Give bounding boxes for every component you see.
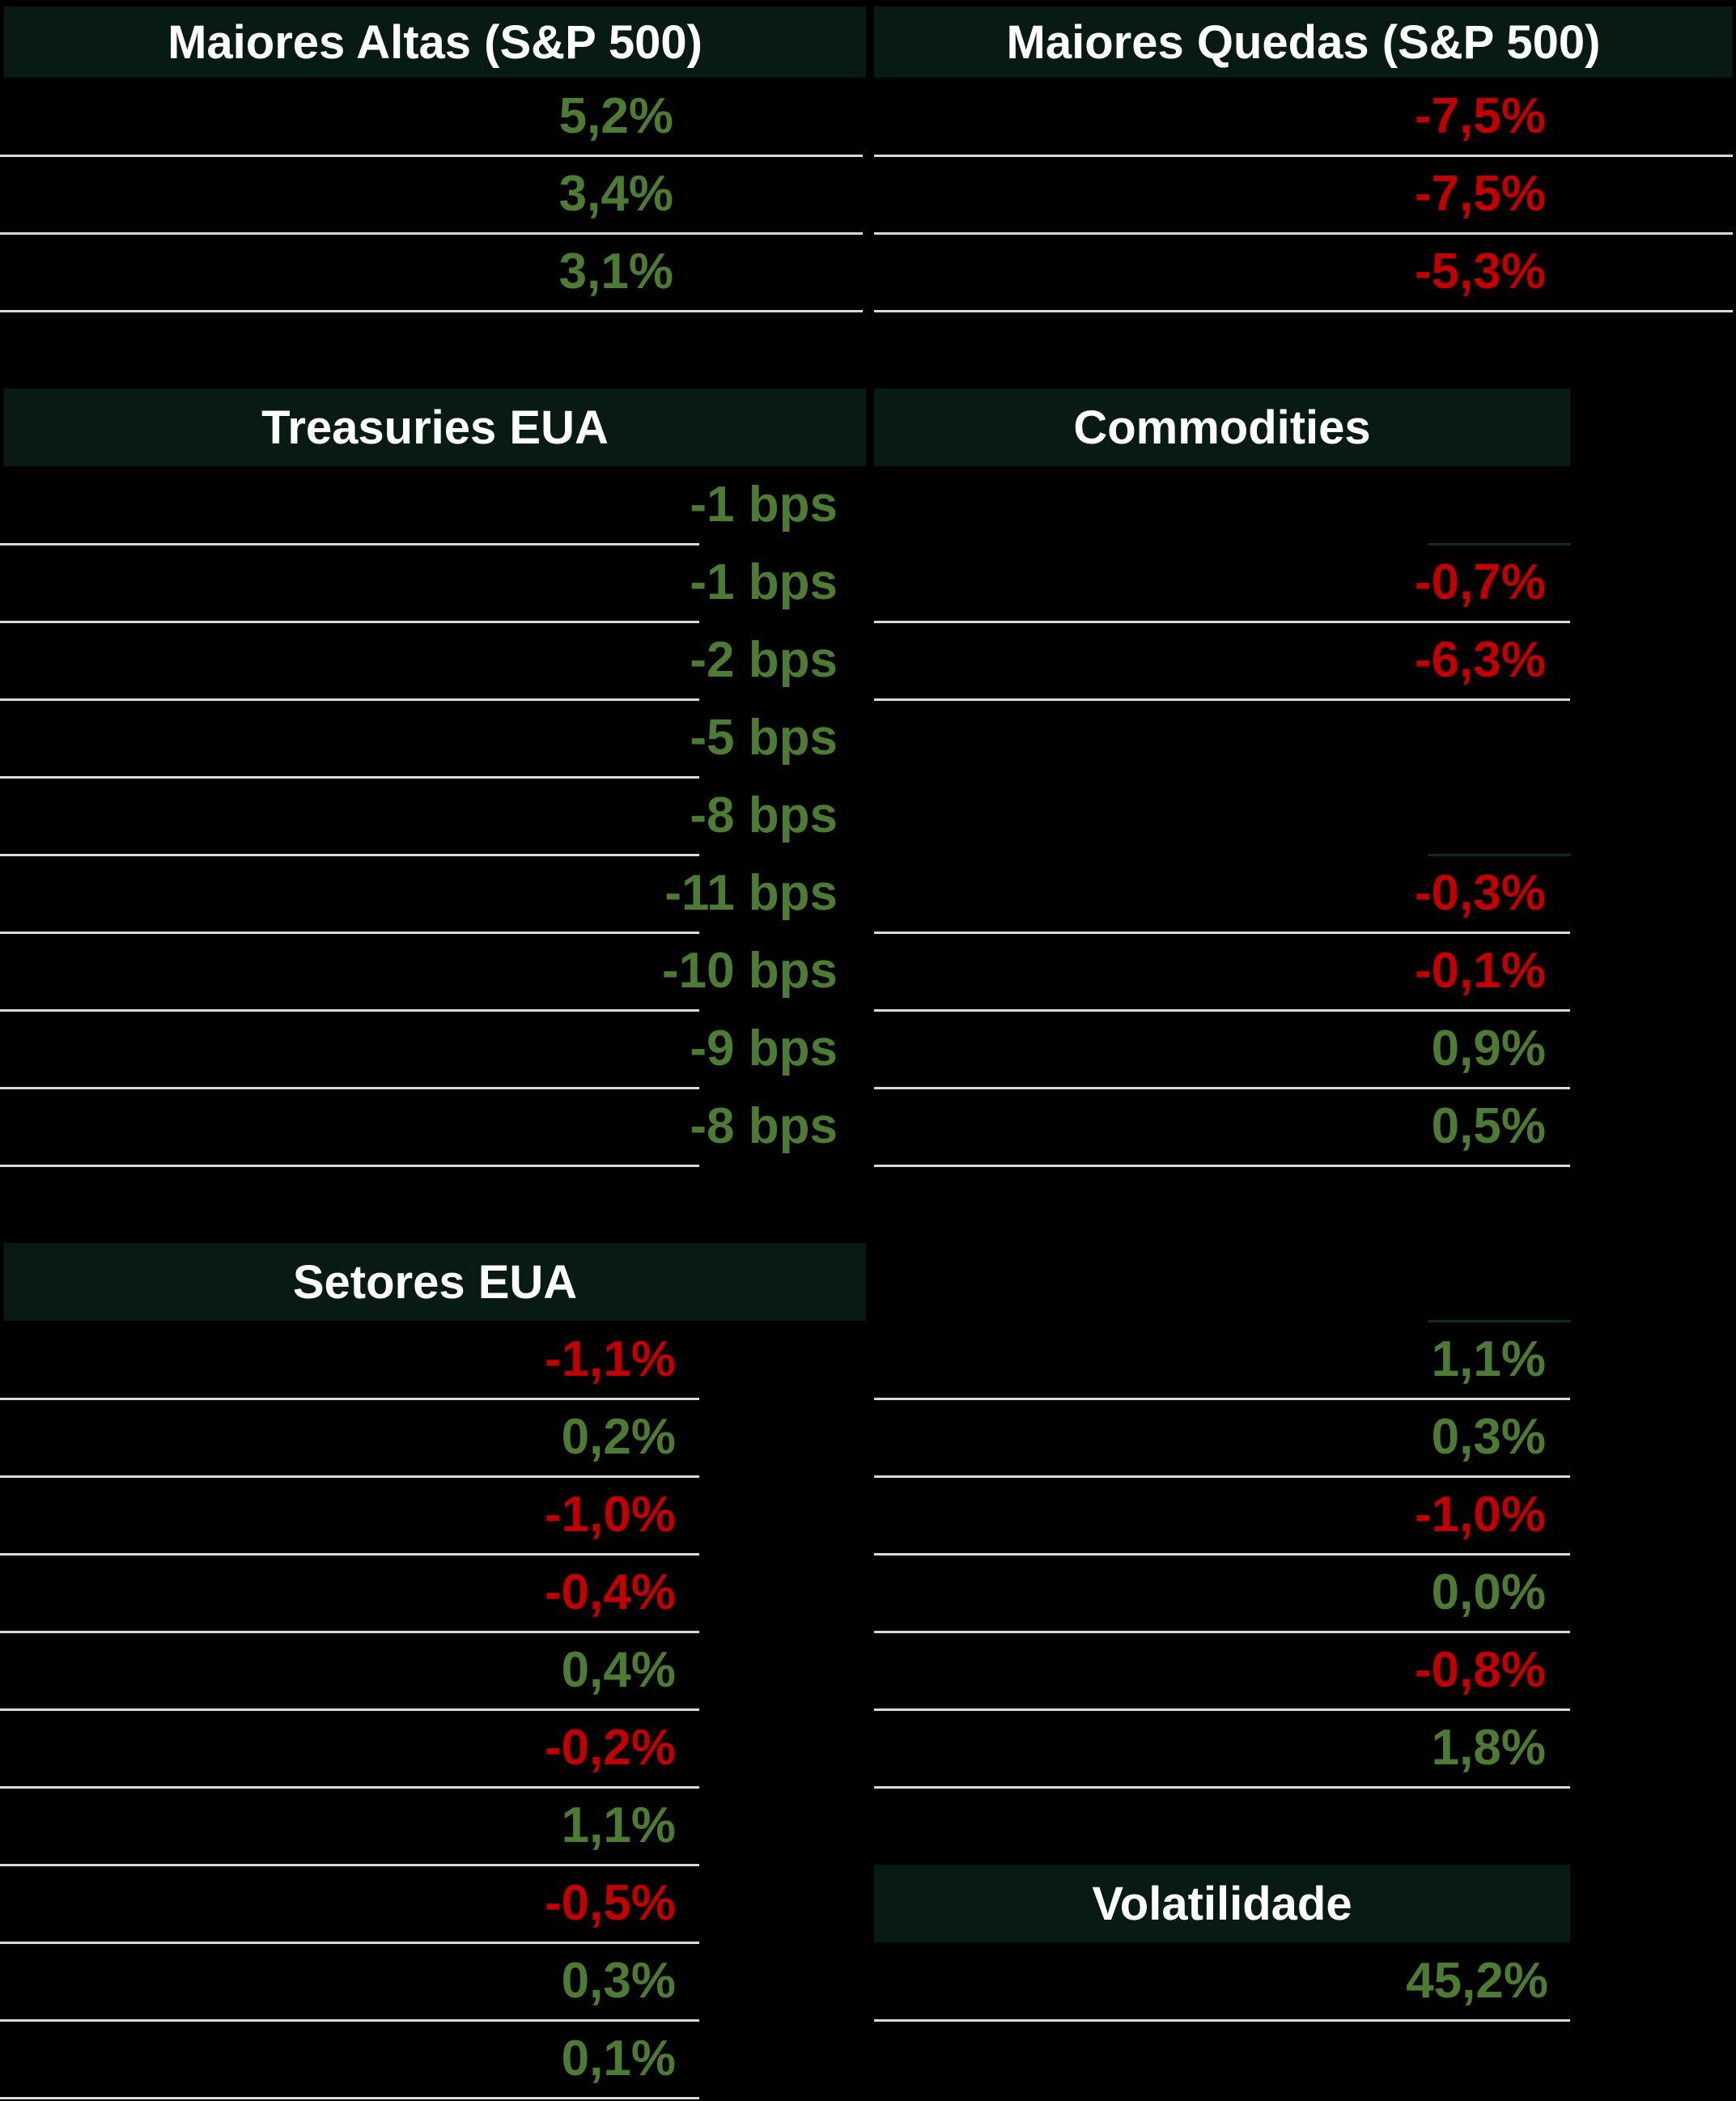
table-cell-value: 0,9% xyxy=(1431,1021,1546,1076)
row-separator-line xyxy=(0,1398,699,1400)
row-separator-line xyxy=(0,1087,699,1089)
row-separator-line xyxy=(0,621,699,623)
row-separator-line xyxy=(0,543,699,545)
row-separator-line xyxy=(0,1942,699,1944)
table-cell-value: -0,4% xyxy=(545,1564,676,1620)
row-separator-line xyxy=(0,2019,699,2022)
table-cell-value: 1,1% xyxy=(561,1798,676,1853)
row-separator-line xyxy=(0,698,699,701)
row-separator-line xyxy=(0,1786,699,1789)
table-cell-value xyxy=(874,466,1546,544)
row-separator-line xyxy=(874,1786,1570,1789)
table-cell-value: 0,0% xyxy=(1431,1564,1546,1620)
row-separator-line xyxy=(874,932,1570,934)
row-separator-line-faint xyxy=(1428,543,1571,545)
table-cell-value: -2 bps xyxy=(690,632,838,688)
row-separator-line xyxy=(874,1708,1570,1711)
table-header-commodities: Commodities xyxy=(874,388,1570,466)
row-separator-line xyxy=(874,1009,1570,1012)
table-cell-value: 1,8% xyxy=(1431,1720,1546,1776)
row-separator-line xyxy=(874,1087,1570,1089)
table-header-volatilidade: Volatilidade xyxy=(874,1865,1570,1942)
table-cell-value: -7,5% xyxy=(1415,88,1546,144)
row-separator-line xyxy=(0,310,863,312)
row-separator-line xyxy=(874,698,1570,701)
row-separator-line xyxy=(0,932,699,934)
table-cell-value: -10 bps xyxy=(661,943,838,999)
table-cell-value: -8 bps xyxy=(690,787,838,843)
table-cell-value: 0,4% xyxy=(561,1642,676,1698)
row-separator-line xyxy=(0,155,863,157)
row-separator-line xyxy=(0,1475,699,1478)
table-cell-value: -1,0% xyxy=(1415,1487,1546,1543)
table-cell-value: -5 bps xyxy=(690,710,838,766)
table-header-maiores-quedas-sp500: Maiores Quedas (S&P 500) xyxy=(874,6,1733,78)
table-cell-value xyxy=(874,699,1546,777)
row-separator-line-faint xyxy=(1428,854,1571,856)
row-separator-line xyxy=(874,310,1733,312)
row-separator-line xyxy=(0,1631,699,1633)
table-cell-value: -8 bps xyxy=(690,1098,838,1154)
table-cell-value: 3,4% xyxy=(558,166,673,222)
row-separator-line xyxy=(0,232,863,235)
table-cell-value: -1 bps xyxy=(690,554,838,610)
table-cell-value: 0,2% xyxy=(561,1409,676,1465)
table-title: Treasuries EUA xyxy=(261,401,609,454)
table-cell-value: 0,3% xyxy=(561,1953,676,2009)
table-cell-value: -1,1% xyxy=(545,1331,676,1387)
table-cell-value: -5,3% xyxy=(1415,244,1546,299)
table-title: Maiores Quedas (S&P 500) xyxy=(1006,15,1601,69)
row-separator-line xyxy=(0,854,699,856)
table-cell-value: -7,5% xyxy=(1415,166,1546,222)
table-cell-value: -9 bps xyxy=(690,1021,838,1076)
table-header-treasuries-eua: Treasuries EUA xyxy=(4,388,866,466)
row-separator-line xyxy=(874,1631,1570,1633)
row-separator-line xyxy=(874,232,1733,235)
table-cell-value: -1,0% xyxy=(545,1487,676,1543)
table-cell-value: -1 bps xyxy=(690,477,838,533)
row-separator-line-faint xyxy=(1428,1320,1571,1322)
row-separator-line xyxy=(0,1553,699,1556)
row-separator-line xyxy=(874,2019,1570,2022)
table-cell-value: -6,3% xyxy=(1415,632,1546,688)
table-cell-value: -11 bps xyxy=(664,865,838,921)
table-header-maiores-altas-sp500: Maiores Altas (S&P 500) xyxy=(4,6,866,78)
table-cell-value: 1,1% xyxy=(1431,1331,1546,1387)
table-cell-value: 0,1% xyxy=(561,2031,676,2086)
row-separator-line xyxy=(874,621,1570,623)
row-separator-line xyxy=(0,1165,699,1167)
table-cell-value: 0,3% xyxy=(1431,1409,1546,1465)
table-cell-value xyxy=(874,777,1546,855)
table-cell-value: 45,2% xyxy=(1406,1953,1548,2009)
table-title: Commodities xyxy=(1073,401,1371,454)
row-separator-line xyxy=(874,155,1733,157)
row-separator-line xyxy=(0,776,699,779)
table-cell-value: -0,7% xyxy=(1415,554,1546,610)
table-cell-value: -0,8% xyxy=(1415,1642,1546,1698)
table-cell-value: 3,1% xyxy=(558,244,673,299)
row-separator-line xyxy=(874,1553,1570,1556)
row-separator-line xyxy=(874,1475,1570,1478)
table-title: Maiores Altas (S&P 500) xyxy=(168,15,702,69)
row-separator-line xyxy=(0,1708,699,1711)
table-title: Volatilidade xyxy=(1092,1877,1352,1930)
table-cell-value: 0,5% xyxy=(1431,1098,1546,1154)
table-cell-value: 5,2% xyxy=(558,88,673,144)
row-separator-line xyxy=(0,2097,699,2099)
table-cell-value: -0,2% xyxy=(545,1720,676,1776)
table-title: Setores EUA xyxy=(292,1255,578,1309)
table-cell-value: -0,1% xyxy=(1415,943,1546,999)
row-separator-line xyxy=(874,1398,1570,1400)
table-cell-value: -0,3% xyxy=(1415,865,1546,921)
table-header-setores-eua: Setores EUA xyxy=(4,1243,866,1321)
row-separator-line xyxy=(874,1165,1570,1167)
row-separator-line xyxy=(0,1864,699,1866)
row-separator-line xyxy=(0,1009,699,1012)
table-cell-value: -0,5% xyxy=(545,1875,676,1931)
